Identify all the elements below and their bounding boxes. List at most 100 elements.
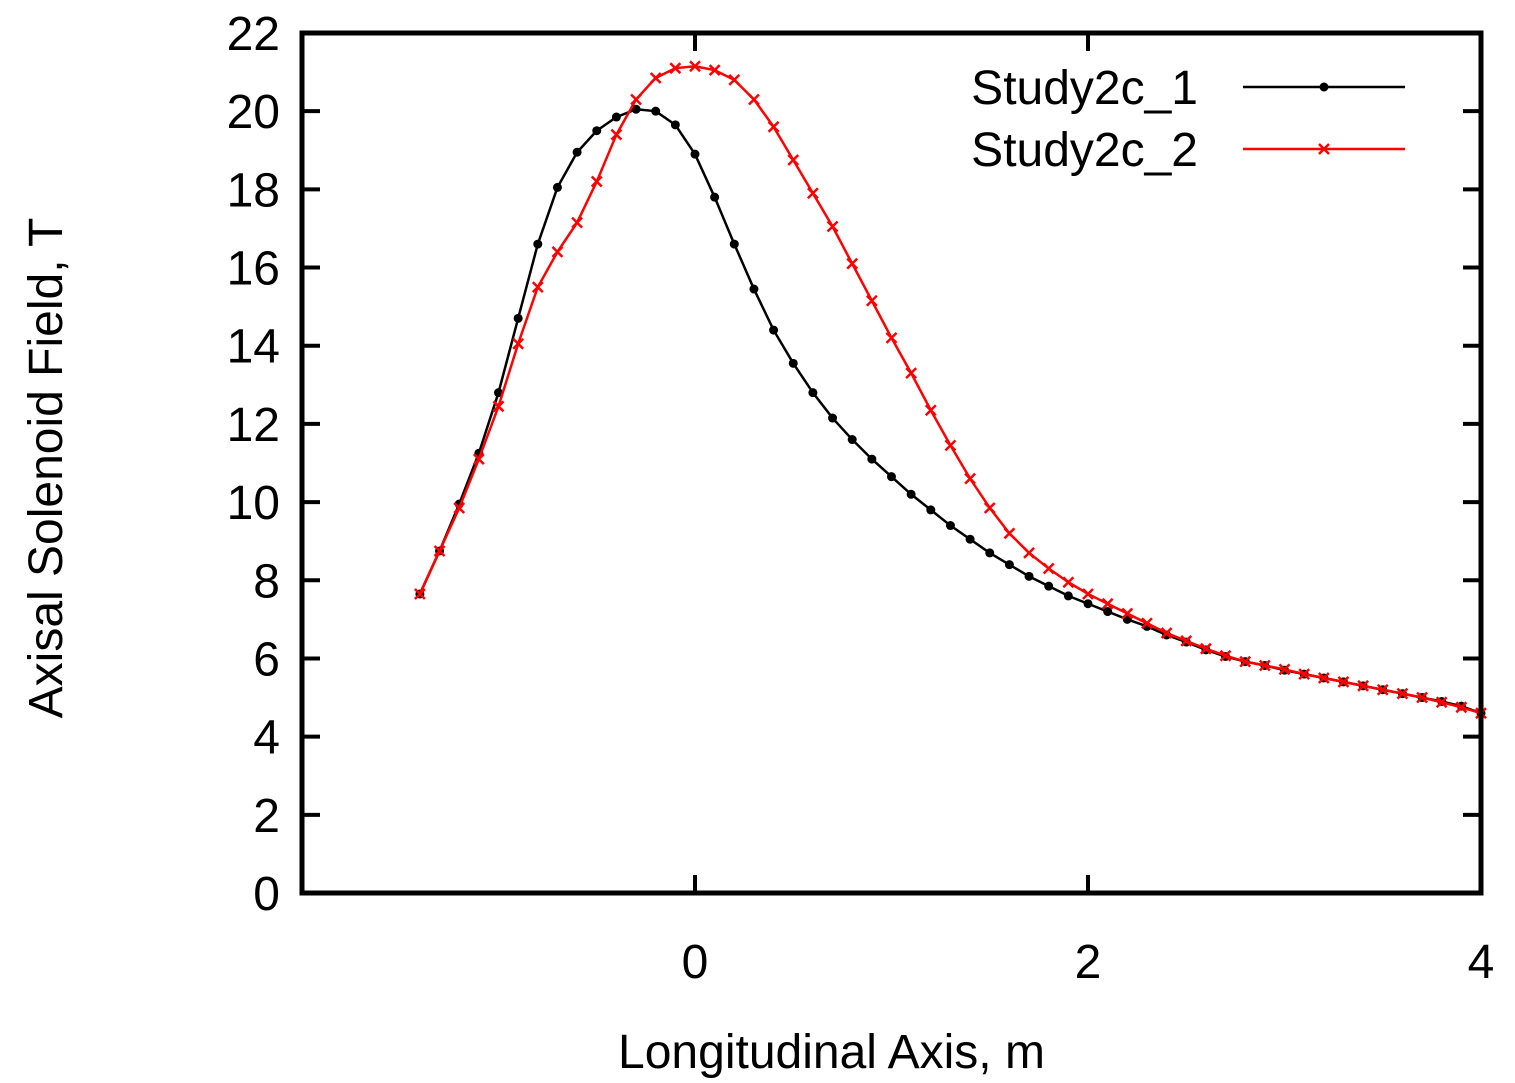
x-tick-label: 4 — [1468, 936, 1495, 989]
data-point — [552, 182, 562, 192]
y-tick-label: 18 — [227, 164, 280, 217]
series-layer — [414, 60, 1487, 720]
y-tick-label: 16 — [227, 243, 280, 296]
data-point — [749, 284, 759, 294]
data-point — [414, 588, 426, 600]
data-point — [944, 439, 957, 452]
data-point — [867, 454, 877, 464]
data-point — [610, 128, 623, 141]
data-point — [611, 112, 621, 122]
y-tick-label: 20 — [227, 86, 280, 139]
data-point — [670, 120, 680, 130]
data-point — [433, 545, 446, 557]
y-tick-label: 2 — [253, 790, 280, 843]
data-point — [494, 388, 503, 398]
legend: Study2c_1 Study2c_2 — [971, 62, 1405, 177]
data-point — [924, 404, 937, 417]
data-point — [1062, 576, 1075, 589]
data-point — [964, 472, 976, 485]
data-point — [708, 64, 721, 77]
data-point — [710, 192, 720, 202]
data-point — [1023, 547, 1035, 559]
data-point — [865, 294, 878, 307]
data-point — [1376, 683, 1389, 696]
data-point — [1082, 588, 1094, 600]
data-point — [808, 388, 818, 398]
y-tick-label: 14 — [227, 321, 280, 374]
data-point — [807, 187, 819, 200]
data-point — [1004, 560, 1014, 570]
legend-marker — [1319, 82, 1329, 92]
data-point — [1298, 668, 1311, 680]
legend-marker — [1318, 143, 1330, 155]
data-point — [788, 358, 798, 368]
data-point — [453, 502, 466, 514]
data-point — [1160, 627, 1173, 639]
data-point — [748, 93, 760, 106]
data-point — [649, 72, 662, 84]
legend-label: Study2c_1 — [971, 62, 1198, 115]
data-point — [847, 435, 857, 445]
data-point — [533, 239, 543, 249]
data-point — [1337, 676, 1350, 688]
data-point — [1103, 607, 1113, 617]
data-point — [985, 548, 995, 558]
data-point — [1003, 527, 1016, 540]
y-tick-label: 8 — [253, 555, 280, 608]
data-point — [592, 126, 602, 136]
data-point — [1121, 607, 1134, 620]
data-point — [551, 246, 564, 258]
data-point — [1219, 649, 1232, 662]
data-point — [729, 239, 739, 249]
plot-frame — [299, 30, 1484, 896]
legend-label: Study2c_2 — [971, 124, 1198, 177]
data-point — [1455, 701, 1468, 714]
y-tick-label: 4 — [253, 712, 280, 765]
x-axis-title: Longitudinal Axis, m — [618, 1026, 1045, 1079]
data-point — [651, 106, 661, 116]
data-point — [1239, 655, 1252, 668]
data-point — [1357, 679, 1369, 692]
y-axis-title: Axisal Solenoid Field, T — [20, 218, 73, 719]
data-point — [590, 175, 603, 188]
data-point — [472, 453, 485, 465]
x-tick-label: 0 — [682, 936, 709, 989]
data-point — [1063, 591, 1073, 601]
data-point — [512, 337, 525, 350]
data-point — [531, 281, 544, 293]
data-point — [572, 147, 582, 157]
data-point — [926, 505, 936, 515]
data-point — [787, 154, 800, 166]
y-tick-label: 10 — [227, 477, 280, 530]
series-line — [418, 64, 1482, 715]
data-point — [630, 93, 642, 106]
series-1 — [415, 104, 1486, 718]
data-point — [965, 534, 975, 544]
series-line — [418, 107, 1482, 715]
data-point — [1278, 663, 1291, 676]
y-tick-label: 22 — [227, 8, 280, 61]
data-point — [690, 149, 700, 159]
data-point — [983, 502, 996, 514]
data-point — [1416, 691, 1428, 704]
data-point — [1180, 634, 1193, 647]
data-point — [1024, 571, 1034, 581]
data-point — [1317, 672, 1330, 684]
data-point — [1258, 659, 1271, 672]
data-point — [767, 120, 780, 133]
data-point — [846, 257, 859, 270]
data-point — [689, 60, 701, 73]
series-2 — [414, 60, 1487, 720]
data-point — [492, 400, 505, 413]
y-tick-label: 0 — [253, 868, 280, 921]
data-point — [728, 74, 741, 86]
data-point — [769, 325, 779, 335]
y-tick-label: 12 — [227, 399, 280, 452]
data-point — [1083, 599, 1093, 609]
data-point — [1435, 696, 1448, 709]
y-tick-label: 6 — [253, 633, 280, 686]
data-point — [1044, 581, 1054, 591]
data-point — [1042, 562, 1055, 575]
data-point — [885, 332, 898, 344]
